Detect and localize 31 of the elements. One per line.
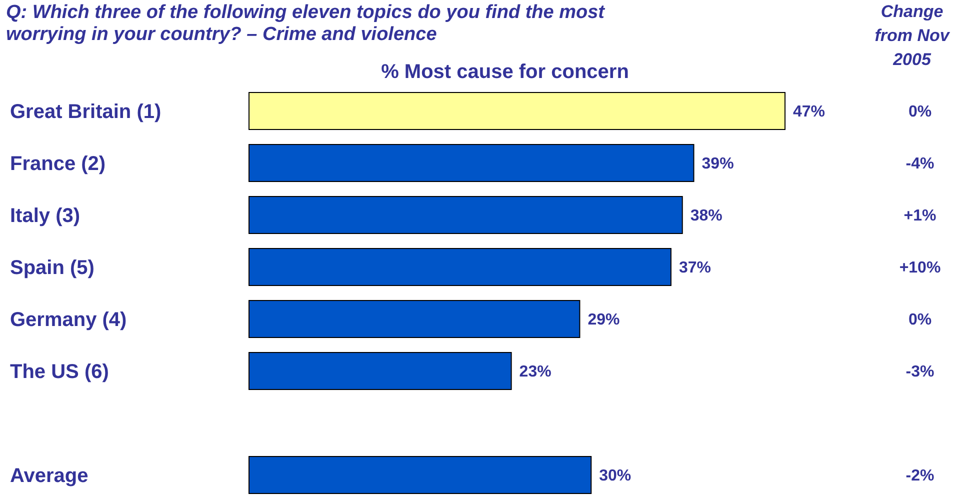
data-label: 39% <box>702 156 734 173</box>
text: -4% <box>906 156 934 173</box>
y-tick-label: The US (6) <box>10 361 109 383</box>
text: +10% <box>899 260 941 277</box>
bar <box>248 352 512 390</box>
data-label: 38% <box>690 208 722 225</box>
bar <box>248 248 672 286</box>
text: 0% <box>908 104 932 121</box>
data-label: 23% <box>519 364 552 381</box>
bar <box>248 456 592 494</box>
text: Change from Nov 2005 <box>874 2 951 69</box>
y-tick-label: Great Britain (1) <box>10 101 162 123</box>
data-label: 47% <box>793 104 826 121</box>
y-tick-label: France (2) <box>10 153 106 175</box>
bar <box>248 196 683 234</box>
text: -3% <box>906 364 934 381</box>
data-label: 30% <box>599 468 632 485</box>
data-label: 37% <box>678 260 711 277</box>
data-label: 29% <box>588 312 620 329</box>
chart-title: Q: Which three of the following eleven topics do you find the most worrying in your country? – Crime and violence <box>6 2 606 45</box>
bar <box>248 92 786 130</box>
text: 0% <box>908 312 932 329</box>
bar <box>248 144 694 182</box>
text: +1% <box>904 208 936 225</box>
y-tick-label: Spain (5) <box>10 257 94 279</box>
bar <box>248 300 580 338</box>
text: -2% <box>906 468 934 485</box>
y-tick-label: Germany (4) <box>10 309 127 331</box>
chart-subtitle: % Most cause for concern <box>381 61 629 83</box>
y-tick-label: Italy (3) <box>10 205 80 227</box>
y-tick-label: Average <box>10 465 88 487</box>
